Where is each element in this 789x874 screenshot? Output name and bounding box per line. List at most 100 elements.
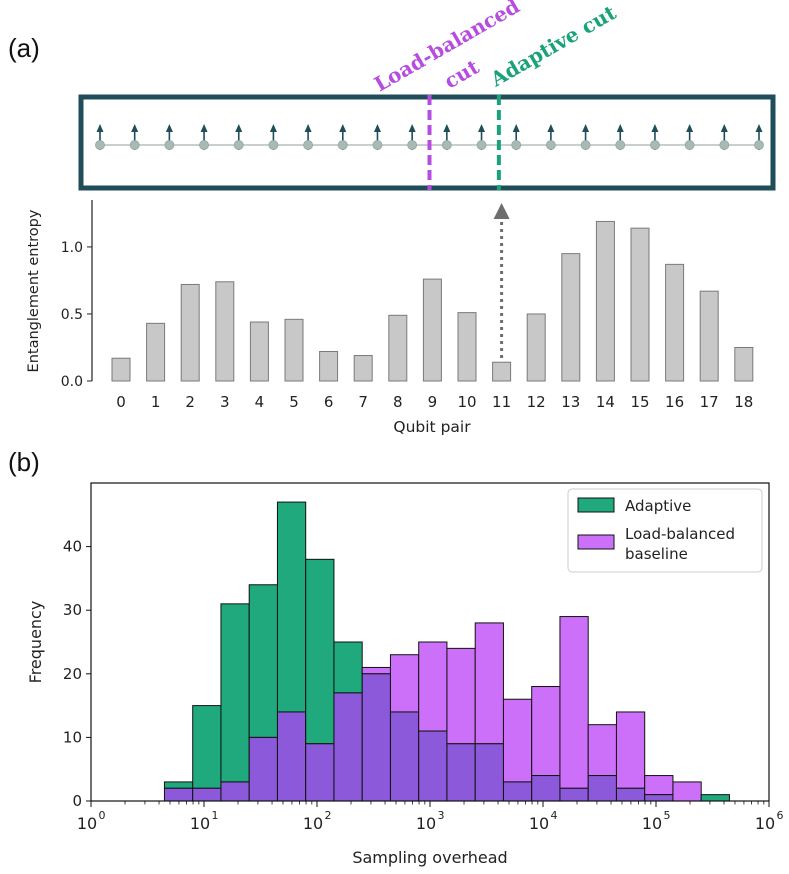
bar-x-tick-label: 2 — [185, 393, 195, 411]
entropy-bar — [388, 314, 408, 382]
overlap-hist-bar — [615, 787, 646, 802]
load-balanced-hist-bar — [502, 698, 533, 783]
qubit-node — [615, 140, 626, 150]
hist-x-tick-exponent: 0 — [99, 809, 106, 822]
bar-x-tick-label: 4 — [255, 393, 265, 411]
hist-x-axis-title: Sampling overhead — [352, 848, 507, 867]
hist-y-axis-title: Frequency — [26, 601, 45, 684]
spin-arrow-head — [616, 124, 624, 132]
spin-arrow-head — [443, 124, 451, 132]
adaptive-hist-bar — [192, 705, 222, 789]
entropy-bar — [180, 283, 200, 382]
overlap-hist-bar — [446, 743, 476, 802]
bar-x-tick-label: 1 — [151, 393, 161, 411]
entropy-bar — [665, 263, 685, 382]
adaptive-hist-bar — [700, 794, 730, 802]
overlap-hist-bar — [361, 673, 391, 802]
spin-arrow-head — [651, 124, 659, 132]
hist-x-tick-label: 10 — [416, 814, 436, 833]
entropy-bar — [734, 346, 754, 382]
bar-x-tick-label: 7 — [358, 393, 368, 411]
hist-y-tick-label: 30 — [63, 601, 82, 619]
bar-x-tick-label: 17 — [700, 393, 719, 411]
bar-x-tick-label: 16 — [665, 393, 684, 411]
legend-box — [567, 488, 763, 573]
entropy-bar — [353, 355, 373, 382]
bar-x-tick-label: 5 — [289, 393, 299, 411]
load-balanced-hist-bar — [587, 724, 617, 777]
bar-x-tick-label: 14 — [596, 393, 615, 411]
bar-x-tick-label: 0 — [116, 393, 126, 411]
spin-arrow-head — [96, 124, 104, 132]
overlap-hist-bar — [305, 743, 335, 802]
qubit-node — [441, 140, 452, 150]
spin-arrow-head — [304, 124, 312, 132]
entropy-bar — [249, 321, 269, 382]
qubit-node — [129, 140, 140, 150]
bar-x-tick-label: 15 — [630, 393, 649, 411]
overlap-hist-bar — [248, 736, 278, 802]
adaptive-hist-bar — [305, 558, 335, 745]
bar-y-tick-label: 0.5 — [61, 307, 83, 323]
qubit-node — [95, 140, 105, 150]
entropy-bar — [457, 312, 477, 382]
legend-adaptive-swatch — [577, 497, 615, 513]
qubit-node — [268, 140, 279, 150]
load-balanced-hist-bar — [559, 616, 589, 789]
load-balanced-hist-bar — [389, 654, 420, 713]
bar-y-tick-label: 1.0 — [61, 240, 83, 256]
adaptive-hist-bar — [220, 603, 250, 783]
hist-x-tick-exponent: 6 — [777, 809, 784, 822]
panel-b-label: (b) — [8, 447, 40, 477]
spin-arrow-head — [131, 124, 139, 132]
hist-x-tick-label: 10 — [755, 814, 775, 833]
spin-arrow-head — [686, 124, 694, 132]
load-balanced-hist-bar — [531, 686, 561, 777]
qubit-node — [407, 140, 418, 150]
entropy-bar — [319, 351, 339, 382]
bar-x-tick-label: 11 — [492, 393, 511, 411]
entropy-bar — [630, 227, 650, 382]
qubit-node — [754, 140, 764, 150]
bar-x-tick-label: 8 — [393, 393, 403, 411]
bar-x-tick-label: 6 — [324, 393, 334, 411]
qubit-node — [303, 140, 314, 150]
load-balanced-hist-bar — [644, 775, 674, 796]
entropy-bar — [422, 278, 442, 382]
hist-y-tick-label: 0 — [72, 792, 82, 810]
qubit-node — [233, 140, 244, 150]
legend-adaptive-label: Adaptive — [625, 497, 691, 515]
spin-arrow-head — [339, 124, 347, 132]
hist-x-tick-label: 10 — [190, 814, 210, 833]
hist-y-tick-label: 40 — [63, 538, 82, 556]
load-balanced-hist-bar — [672, 781, 702, 802]
adaptive-hist-bar — [333, 641, 363, 694]
chain-frame — [78, 94, 776, 191]
legend-load-balanced-label-line2: baseline — [625, 545, 688, 563]
spin-arrow-head — [235, 124, 243, 132]
entropy-bar — [284, 318, 304, 382]
spin-arrow-head — [373, 124, 381, 132]
overlap-hist-bar — [644, 794, 674, 802]
load-balanced-hist-bar — [446, 647, 476, 745]
overlap-hist-bar — [389, 711, 420, 802]
bar-x-tick-label: 12 — [527, 393, 546, 411]
qubit-node — [372, 140, 383, 150]
overlap-hist-bar — [531, 775, 561, 802]
adaptive-hist-bar — [163, 781, 194, 789]
hist-x-tick-label: 10 — [303, 814, 323, 833]
qubit-node — [511, 140, 522, 150]
overlap-hist-bar — [418, 730, 448, 802]
spin-arrow-head — [478, 124, 486, 132]
bar-y-axis-title: Entanglement entropy — [26, 209, 42, 372]
qubit-node — [684, 140, 695, 150]
hist-x-tick-exponent: 3 — [438, 809, 445, 822]
overlap-hist-bar — [559, 787, 589, 802]
hist-x-tick-exponent: 5 — [664, 809, 671, 822]
qubit-node — [719, 140, 730, 150]
panel-a-label: (a) — [8, 33, 40, 63]
entropy-bar — [561, 253, 581, 382]
load-balanced-cut-label-line2: cut — [440, 54, 484, 93]
load-balanced-hist-bar — [361, 666, 391, 675]
